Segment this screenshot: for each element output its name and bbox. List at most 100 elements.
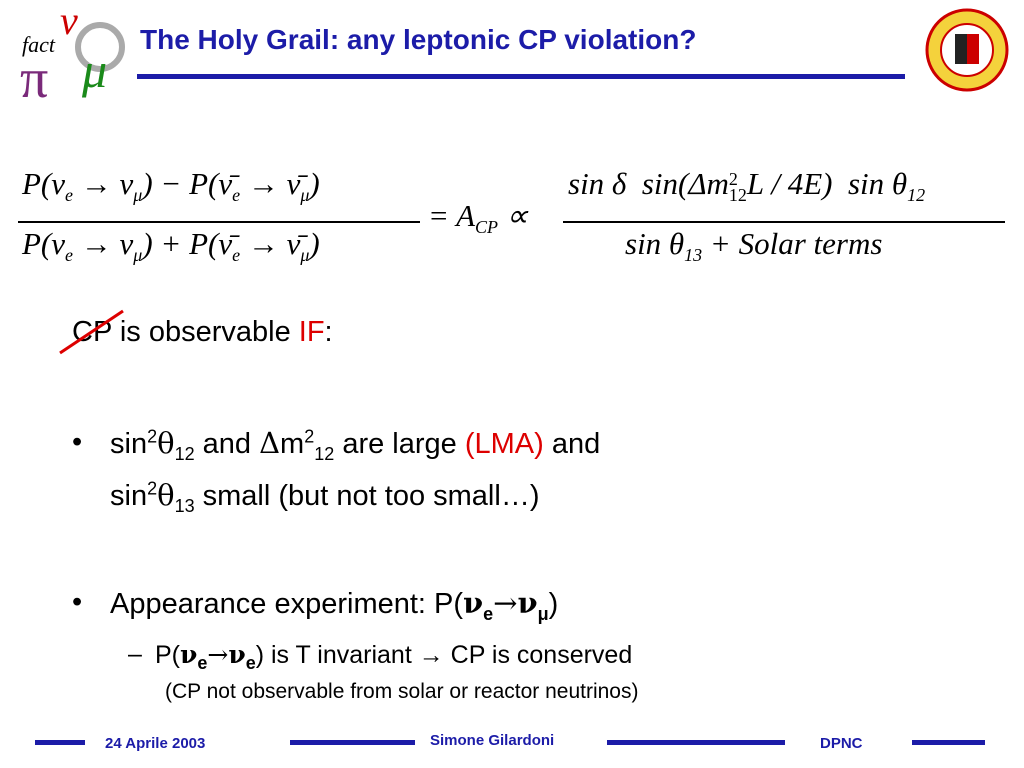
- bullet: •: [72, 426, 83, 458]
- f: sin θ: [625, 226, 685, 261]
- t: θ: [157, 478, 175, 512]
- f: ∝: [498, 198, 528, 233]
- t: →: [493, 586, 518, 620]
- logo-right: [925, 8, 1009, 92]
- sub-bullet: P(νe→νe) is T invariant → CP is conserve…: [155, 640, 632, 674]
- note: (CP not observable from solar or reactor…: [165, 680, 639, 703]
- t: Δ: [259, 426, 281, 460]
- fraction-line: [18, 221, 420, 223]
- logo-glyph: ν: [60, 2, 78, 43]
- f: P(ν: [22, 166, 66, 201]
- title-rule: [137, 74, 905, 79]
- f: e: [65, 245, 74, 266]
- footer-bar: [35, 740, 85, 745]
- t: are large: [334, 428, 465, 460]
- t: ) is T invariant → CP is conserved: [255, 641, 633, 669]
- logo-ring: [75, 22, 125, 72]
- logo-text: fact: [22, 32, 56, 57]
- t: and: [194, 428, 260, 460]
- fraction-line: [563, 221, 1005, 223]
- t: IF: [298, 316, 325, 348]
- f: ): [309, 226, 320, 261]
- f: → ν̄: [240, 226, 301, 261]
- f: = A: [428, 198, 476, 233]
- t: (LMA): [464, 428, 544, 460]
- formula-left-den: P(νe → νμ) + P(ν̄e → ν̄μ): [22, 226, 320, 266]
- t: ν: [228, 640, 246, 669]
- sub-marker: –: [128, 640, 142, 668]
- f: 13: [684, 245, 703, 266]
- t: 13: [174, 495, 195, 516]
- f: CP: [475, 217, 499, 238]
- f: sin δ sin(Δm: [568, 166, 729, 201]
- footer-bar: [607, 740, 785, 745]
- t: Appearance experiment: P(: [110, 588, 464, 620]
- formula-right-num: sin δ sin(Δm2 12L / 4E) sin θ12: [568, 166, 925, 206]
- t: and: [543, 428, 601, 460]
- t: P(: [155, 641, 180, 669]
- t: 2: [147, 426, 158, 447]
- f: L / 4E) sin θ: [746, 166, 908, 201]
- f: → ν̄: [240, 166, 301, 201]
- footer-bar: [912, 740, 985, 745]
- t: small (but not too small…): [194, 480, 540, 512]
- t: sin: [110, 428, 148, 460]
- t: ν: [180, 640, 198, 669]
- seal-eagle: [955, 34, 967, 64]
- f: 12: [907, 185, 926, 206]
- f: ): [309, 166, 320, 201]
- t: 2: [304, 426, 315, 447]
- t: e: [245, 653, 256, 673]
- logo-glyph: μ: [81, 42, 107, 98]
- footer-institute: DPNC: [820, 735, 863, 752]
- bullet1-line2: sin2θ13 small (but not too small…): [110, 478, 539, 517]
- footer-author: Simone Gilardoni: [430, 732, 555, 749]
- t: :: [324, 316, 333, 348]
- strike-line: [59, 309, 124, 355]
- f: P(ν: [22, 226, 66, 261]
- logo-glyph: π: [20, 48, 48, 102]
- f: e: [232, 245, 241, 266]
- t: m: [280, 428, 305, 460]
- f: μ: [133, 245, 143, 266]
- t: 12: [314, 443, 335, 464]
- t: sin: [110, 480, 148, 512]
- bullet: •: [72, 586, 83, 618]
- t: μ: [537, 603, 549, 624]
- f: ) − P(ν̄: [142, 166, 233, 201]
- t: 2: [147, 478, 158, 499]
- t: →: [207, 640, 229, 669]
- f: μ: [133, 185, 143, 206]
- t: e: [197, 653, 208, 673]
- t: e: [483, 603, 494, 624]
- f: ) + P(ν̄: [142, 226, 233, 261]
- f-stack: 2 12: [728, 168, 747, 204]
- f: μ: [300, 185, 310, 206]
- bullet2: Appearance experiment: P(νe→νμ): [110, 586, 558, 625]
- t: ): [548, 588, 559, 620]
- title: The Holy Grail: any leptonic CP violatio…: [140, 24, 697, 55]
- f: e: [65, 185, 74, 206]
- bullet1-line1: sin2θ12 and Δm212 are large (LMA) and: [110, 426, 600, 465]
- t: θ: [157, 426, 175, 460]
- footer-date: 24 Aprile 2003: [105, 735, 206, 752]
- formula-left-num: P(νe → νμ) − P(ν̄e → ν̄μ): [22, 166, 320, 206]
- f: + Solar terms: [702, 226, 883, 261]
- t: ν: [517, 586, 538, 620]
- formula-right-den: sin θ13 + Solar terms: [625, 226, 882, 266]
- formula-middle: = ACP ∝: [428, 198, 528, 238]
- t: is observable: [111, 316, 299, 348]
- footer-bar: [290, 740, 415, 745]
- f: 2: [728, 168, 738, 189]
- strike: [59, 309, 124, 355]
- f: e: [232, 185, 241, 206]
- f: → ν: [73, 166, 134, 201]
- seal-key: [967, 34, 979, 64]
- t: ν: [463, 586, 484, 620]
- logo-left: fact ν π μ: [20, 2, 125, 102]
- t: 12: [174, 443, 195, 464]
- f: μ: [300, 245, 310, 266]
- f: → ν: [73, 226, 134, 261]
